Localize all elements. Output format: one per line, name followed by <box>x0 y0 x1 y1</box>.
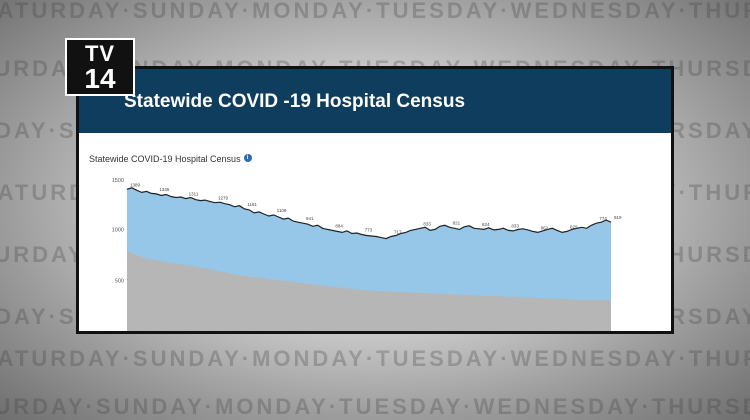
data-label: 941 <box>306 216 314 221</box>
data-label: 774 <box>599 216 607 221</box>
data-label: 1181 <box>247 202 257 207</box>
area-chart: 1000 500 1500 1389 1345 1311 1279 1181 1109 941 88… <box>112 178 622 331</box>
y-tick-label: 1000 <box>112 227 124 233</box>
rating-number: 14 <box>84 63 116 94</box>
chart-title: Statewide COVID-19 Hospital Census <box>89 154 241 164</box>
y-tick-label: 1500 <box>112 178 124 184</box>
data-label: 833 <box>423 221 431 226</box>
data-label: 884 <box>335 223 343 228</box>
tv-rating-logo: TV 14 <box>65 38 135 96</box>
lower-census-area <box>127 250 611 331</box>
data-label: 1345 <box>159 187 170 192</box>
data-label: 833 <box>511 223 519 228</box>
header-banner: Statewide COVID -19 Hospital Census <box>79 69 671 133</box>
background-row: SATURDAY·SUNDAY·MONDAY·TUESDAY·WEDNESDAY… <box>0 346 750 371</box>
data-label: 862 <box>541 225 549 230</box>
total-census-line <box>126 187 612 240</box>
data-label: 1311 <box>189 192 199 197</box>
data-label: 717 <box>394 230 402 235</box>
data-label: 1279 <box>218 196 229 201</box>
rating-tv-text: TV <box>84 41 116 66</box>
dashboard-panel: Statewide COVID -19 Hospital Census Stat… <box>79 69 671 331</box>
data-label: 919 <box>614 215 622 220</box>
data-label: 829 <box>570 224 578 229</box>
info-icon[interactable]: i <box>243 154 252 162</box>
background-row: SATURDAY·SUNDAY·MONDAY·TUESDAY·WEDNESDAY… <box>0 0 750 23</box>
banner-title: Statewide COVID -19 Hospital Census <box>124 91 466 112</box>
tv-screen: Statewide COVID -19 Hospital Census Stat… <box>76 66 674 334</box>
data-label: 821 <box>453 220 461 225</box>
background-row: SATURDAY·SUNDAY·MONDAY·TUESDAY·WEDNESDAY… <box>0 394 750 419</box>
data-label: 1109 <box>277 208 287 213</box>
y-tick-label: 500 <box>115 279 124 285</box>
chart-title-row: Statewide COVID-19 Hospital Census i <box>89 154 252 164</box>
data-label: 824 <box>482 222 490 227</box>
data-label: 773 <box>365 227 373 232</box>
data-label: 1389 <box>130 182 141 187</box>
